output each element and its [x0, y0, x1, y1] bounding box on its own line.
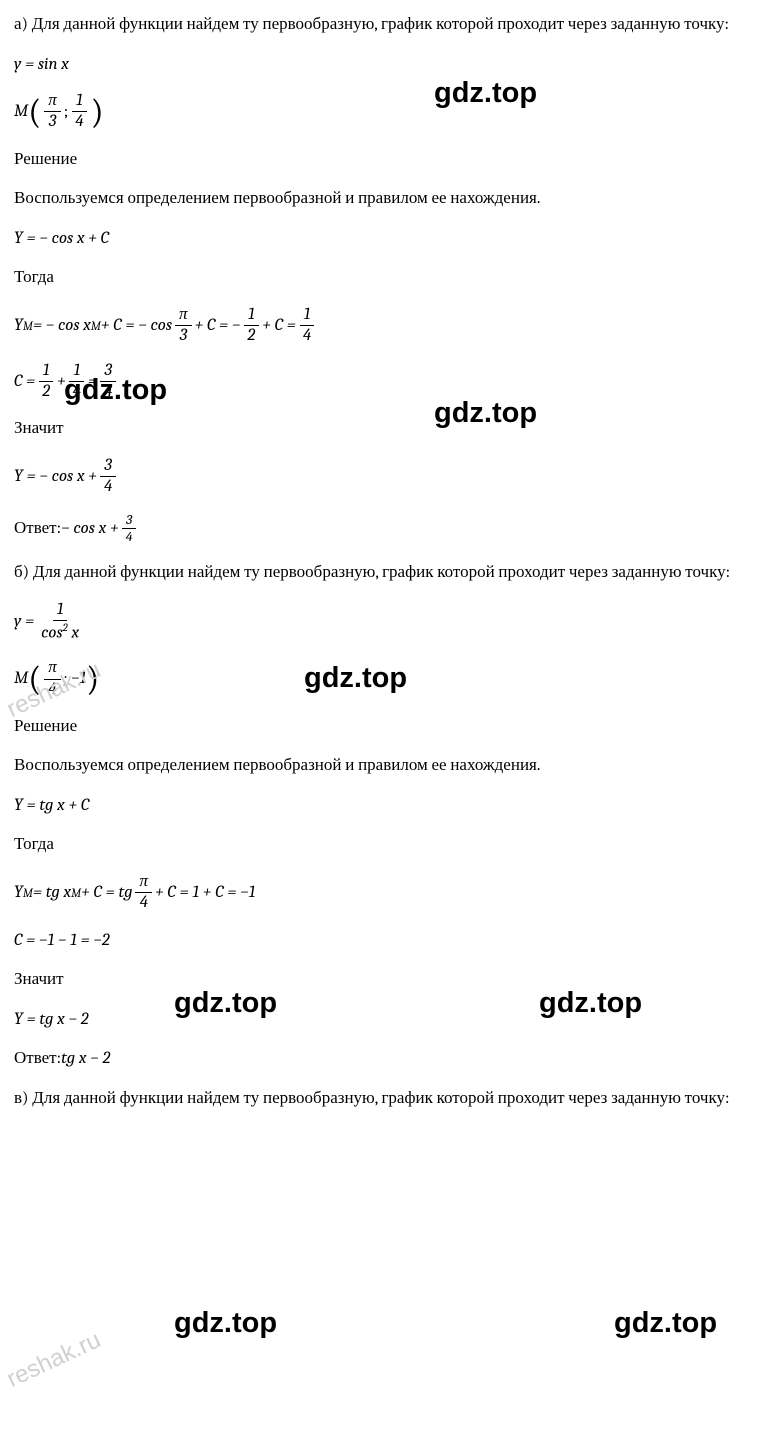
c-calc-b: C = −1 − 1 = −2	[14, 928, 762, 954]
section-b-function: y = 1 cos2 x	[14, 600, 762, 644]
answer-b: Ответ: tg x − 2	[14, 1046, 762, 1072]
section-c-intro: в) Для данной функции найдем ту первообр…	[14, 1086, 762, 1112]
solution-text: Воспользуемся определением первообразной…	[14, 186, 762, 212]
solution-text-b: Воспользуемся определением первообразной…	[14, 753, 762, 779]
result-a: Y = − cos x + 34	[14, 456, 762, 498]
c-calc-a: C = 12 + 14 = 34	[14, 361, 762, 403]
section-a-intro: а) Для данной функции найдем ту первообр…	[14, 12, 762, 38]
watermark-gdz: gdz.top	[614, 1302, 717, 1346]
section-a-point: M ( π3 ; 14 )	[14, 91, 762, 133]
answer-a: Ответ: − cos x + 34	[14, 512, 762, 547]
section-b-point: M ( π4 ; −1 )	[14, 658, 762, 700]
means-label-a: Значит	[14, 416, 762, 442]
solution-label: Решение	[14, 147, 762, 173]
section-a-function: y = sin x	[14, 52, 762, 78]
result-b: Y = tg x − 2	[14, 1007, 762, 1033]
document-container: а) Для данной функции найдем ту первообр…	[14, 12, 762, 1111]
means-label-b: Значит	[14, 967, 762, 993]
antiderivative-a: Y = − cos x + C	[14, 226, 762, 252]
calc-line-a: YM = − cos xM + C = − cos π3 + C = − 12 …	[14, 305, 762, 347]
watermark-reshak: reshak.ru	[1, 1323, 107, 1398]
watermark-gdz: gdz.top	[174, 1302, 277, 1346]
antiderivative-b: Y = tg x + C	[14, 793, 762, 819]
then-label-a: Тогда	[14, 265, 762, 291]
calc-line-b: YM = tg xM + C = tg π4 + C = 1 + C = −1	[14, 872, 762, 914]
then-label-b: Тогда	[14, 832, 762, 858]
solution-label-b: Решение	[14, 714, 762, 740]
section-b-intro: б) Для данной функции найдем ту первообр…	[14, 560, 762, 586]
